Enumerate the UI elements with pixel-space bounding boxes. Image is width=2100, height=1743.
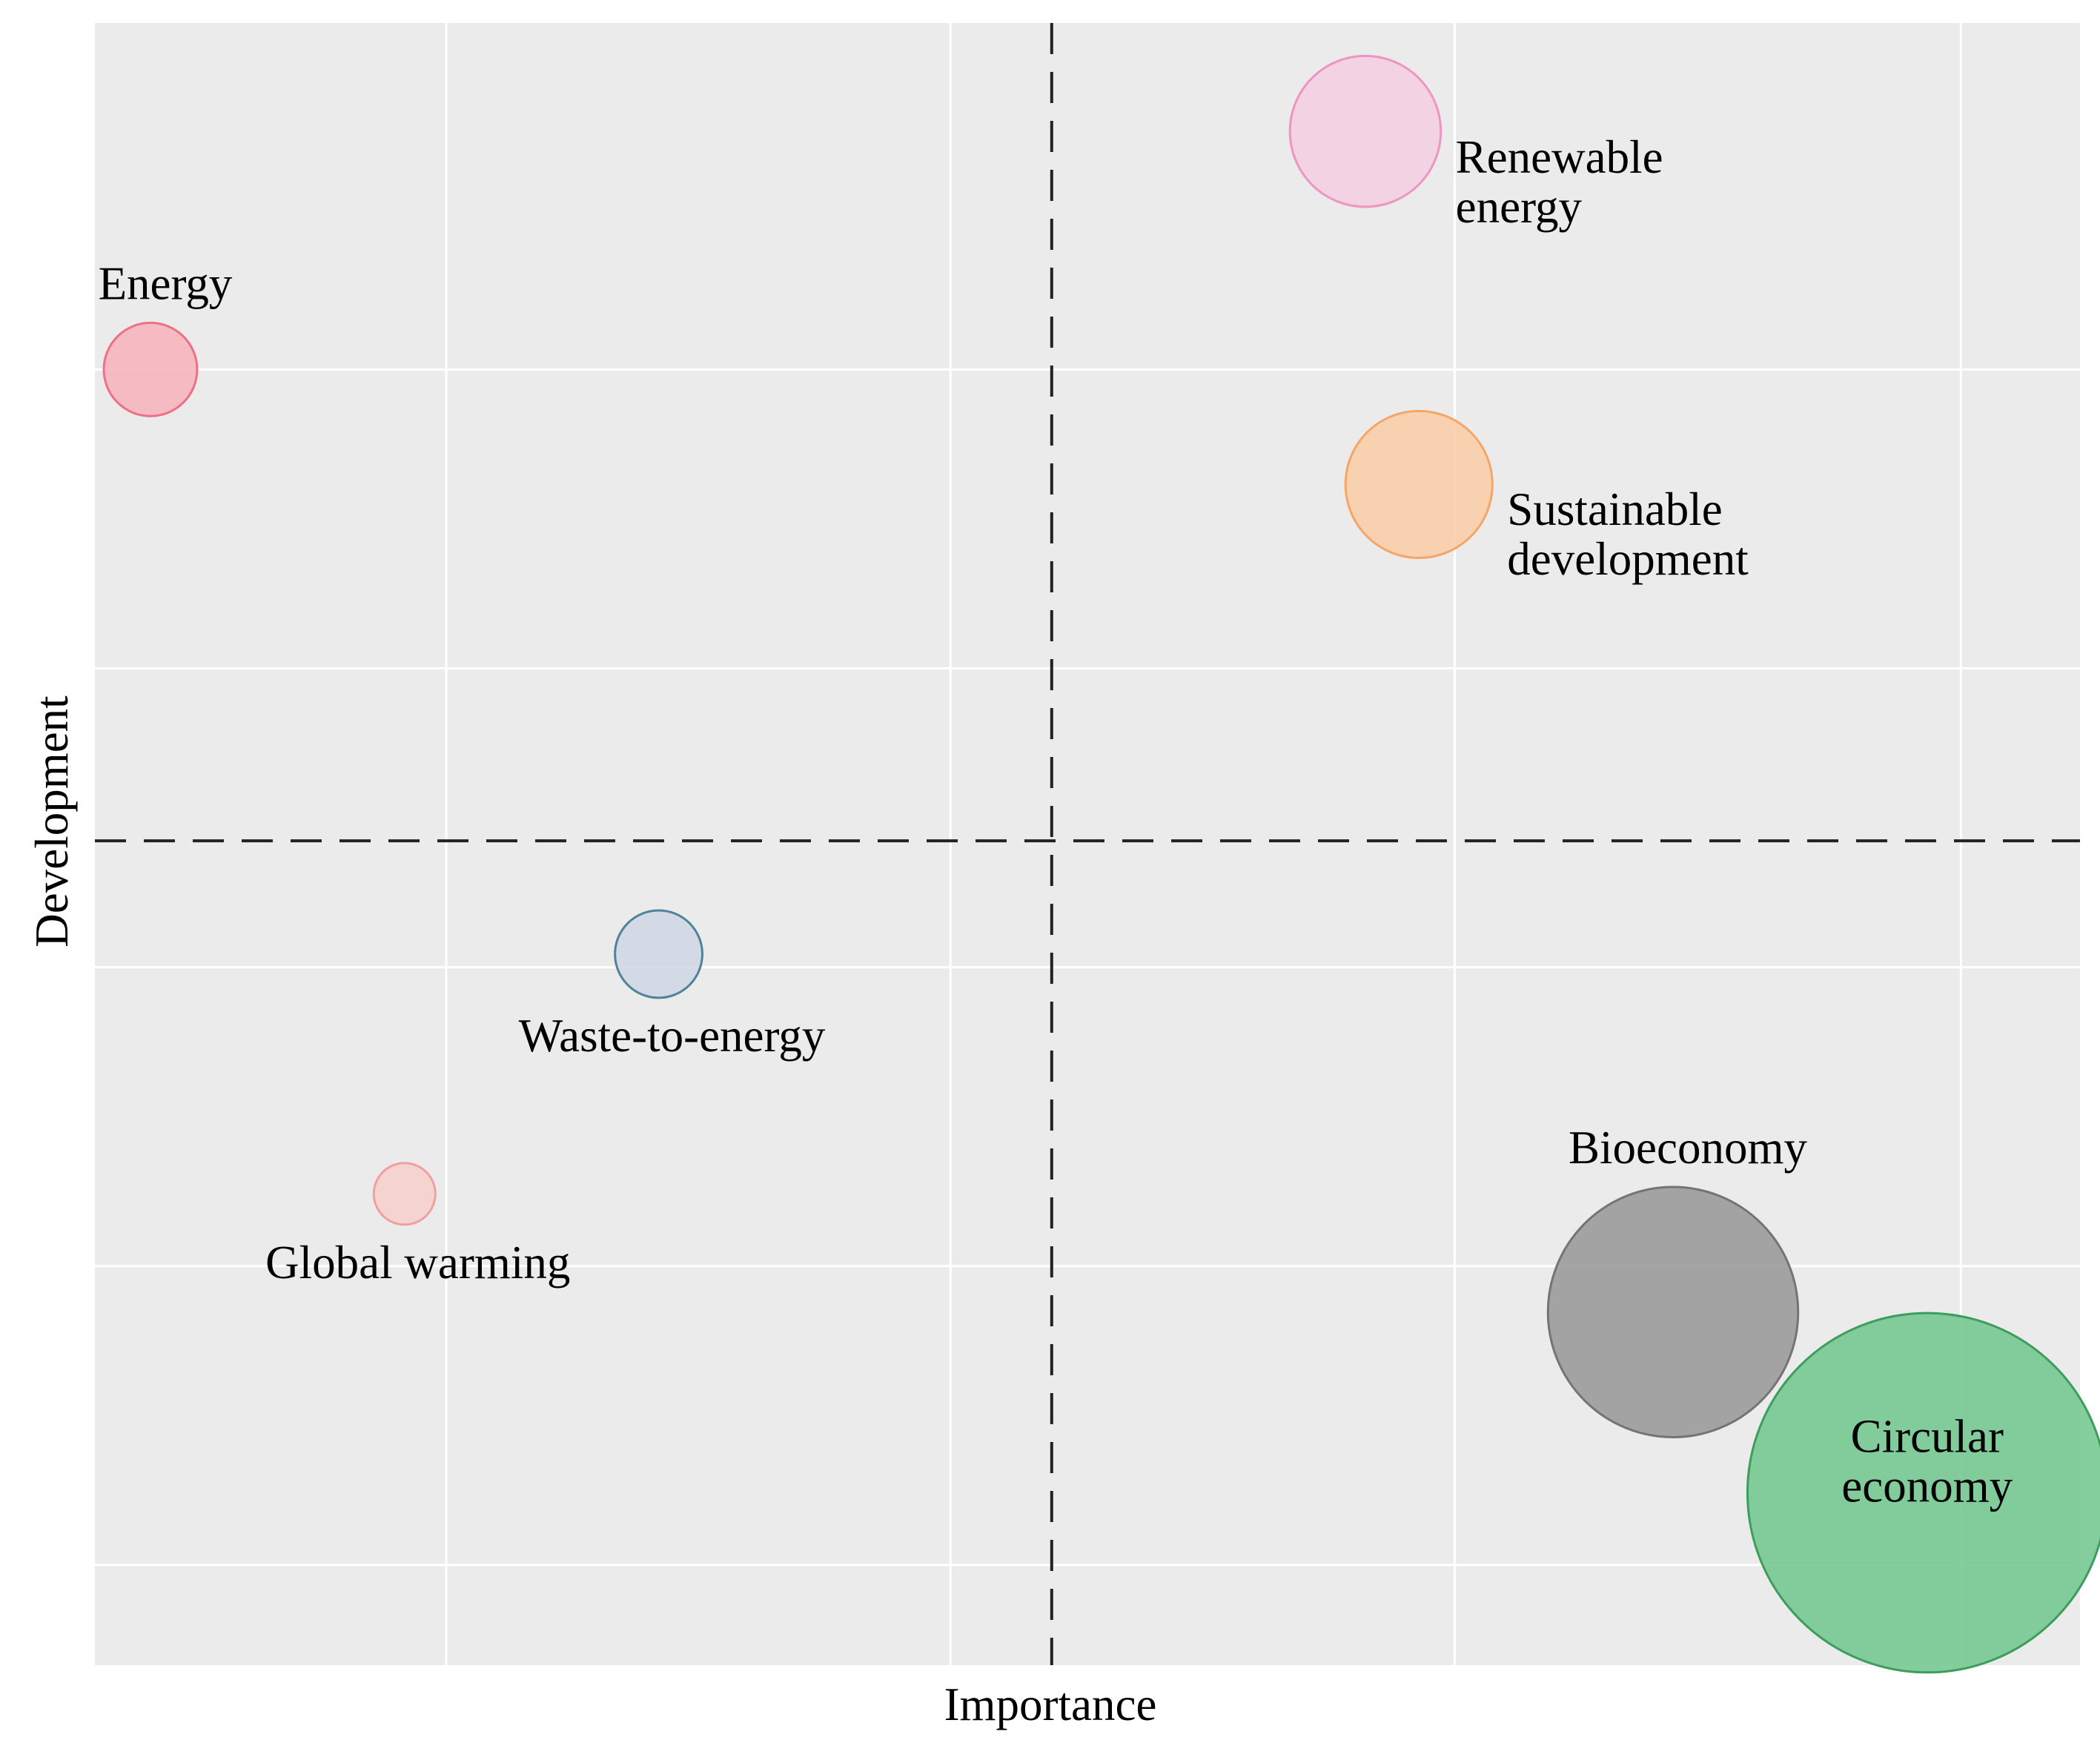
bubble-sustainable-development: [1344, 409, 1494, 560]
label-renewable-energy: Renewable energy: [1456, 131, 1663, 233]
bubble-circular-economy: [1746, 1312, 2100, 1674]
bubble-global-warming: [372, 1162, 437, 1226]
reference-lines: [95, 23, 2080, 1665]
bubble-renewable-energy: [1288, 54, 1442, 208]
label-bioeconomy: Bioeconomy: [1569, 1122, 1807, 1174]
y-axis-label: Development: [26, 695, 78, 947]
bubble-labels: Energy Renewable energy Sustainable developm…: [99, 131, 2013, 1512]
bubble-energy: [102, 321, 199, 417]
label-circular-economy: Circular economy: [1841, 1410, 2013, 1512]
label-energy: Energy: [99, 257, 233, 309]
label-sustainable-development: Sustainable development: [1507, 483, 1749, 585]
bubble-waste-to-energy: [614, 909, 703, 999]
x-axis-label: Importance: [944, 1678, 1157, 1730]
label-waste-to-energy: Waste-to-energy: [519, 1010, 826, 1062]
label-global-warming: Global warming: [265, 1237, 570, 1289]
bubbles: [102, 54, 2100, 1674]
bubble-bioeconomy: [1546, 1185, 1800, 1438]
